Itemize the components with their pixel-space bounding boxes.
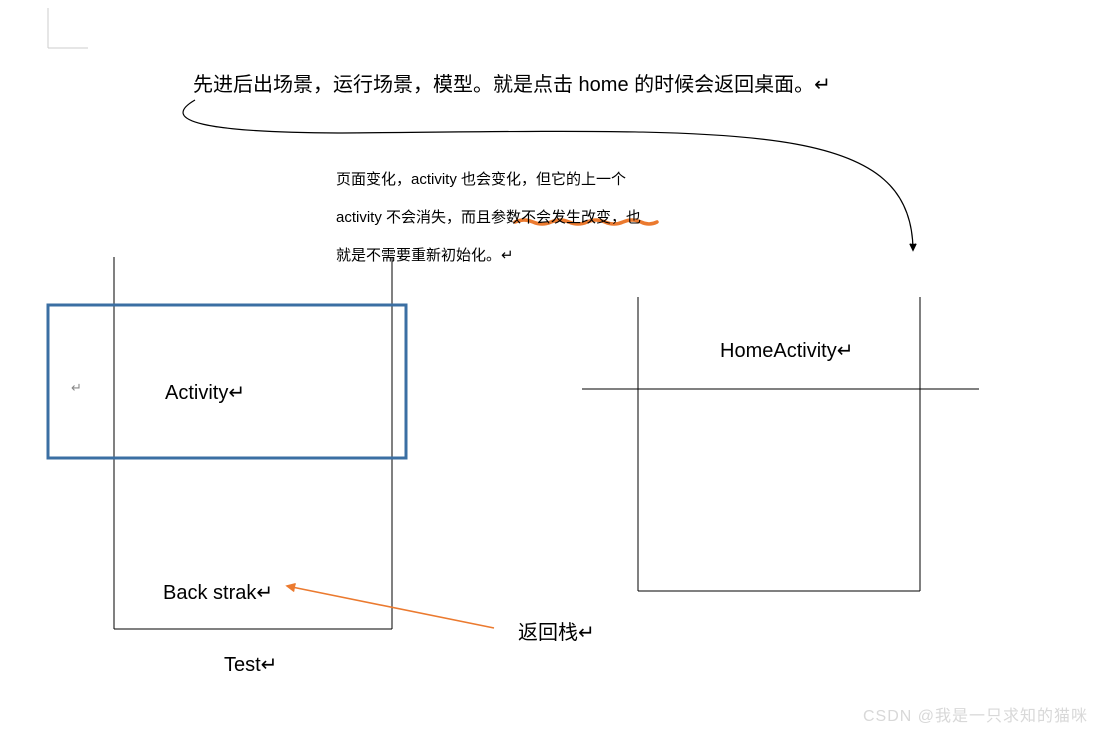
title-text: 先进后出场景，运行场景，模型。就是点击 home 的时候会返回桌面。↵ xyxy=(193,68,831,97)
returnstack-label: 返回栈↵ xyxy=(518,616,595,645)
paragraph-line-1: 页面变化，activity 也会变化，但它的上一个 xyxy=(336,168,626,189)
paragraph-line-3: 就是不需要重新初始化。↵ xyxy=(336,244,514,265)
paragraph-line-2: activity 不会消失，而且参数不会发生改变，也 xyxy=(336,206,641,227)
test-label: Test↵ xyxy=(224,652,277,677)
backstack-label: Back strak↵ xyxy=(163,580,273,605)
activity-label: Activity↵ xyxy=(165,380,245,405)
watermark-text: CSDN @我是一只求知的猫咪 xyxy=(863,702,1088,726)
return-mark: ↵ xyxy=(71,380,82,396)
homeactivity-label: HomeActivity↵ xyxy=(720,338,853,363)
